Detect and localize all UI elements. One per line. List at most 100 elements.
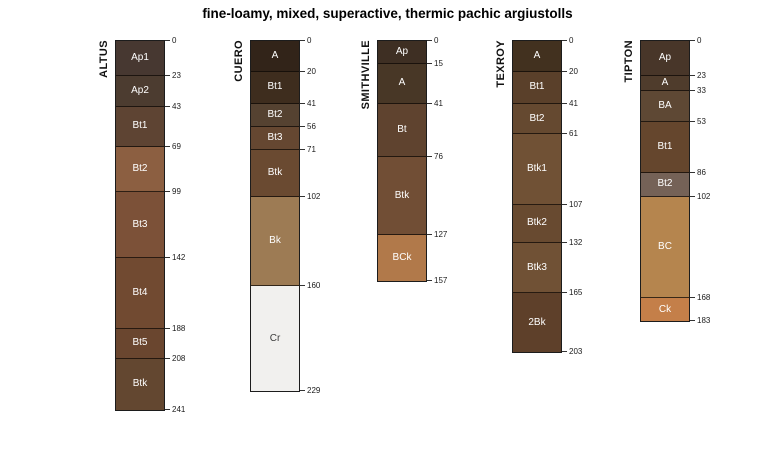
depth-tick-label: 86 [697, 167, 706, 177]
depth-tick [300, 102, 305, 104]
depth-tick [300, 284, 305, 286]
depth-tick [165, 40, 170, 41]
horizon-rect: Btk [116, 359, 164, 410]
horizon-label: Bt2 [132, 163, 148, 174]
depth-tick-label: 165 [569, 288, 583, 298]
depth-tick-label: 0 [569, 36, 574, 45]
horizon-label: A [271, 49, 279, 61]
depth-tick [165, 358, 170, 360]
horizon-label: Btk3 [526, 261, 547, 273]
depth-tick [427, 156, 432, 158]
depth-tick-label: 76 [434, 152, 443, 162]
horizon-label: Bt2 [529, 112, 545, 124]
depth-tick-label: 127 [434, 230, 448, 240]
depth-tick [300, 148, 305, 150]
horizon-label: A [661, 77, 669, 89]
depth-tick-label: 160 [307, 280, 321, 290]
horizon-rect: Btk [378, 157, 426, 236]
horizon-label: Cr [269, 332, 281, 344]
depth-tick-label: 41 [307, 98, 316, 108]
depth-tick [165, 257, 170, 259]
horizon-label: Bt1 [657, 140, 673, 152]
horizon-rect: Bt [378, 103, 426, 158]
depth-tick [300, 390, 305, 392]
depth-tick-label: 56 [307, 121, 316, 131]
horizon-rect: Btk [251, 149, 299, 198]
depth-tick-label: 0 [434, 36, 439, 45]
horizon-label: Bt4 [132, 286, 148, 298]
horizon-rect: A [378, 63, 426, 104]
depth-tick [427, 102, 432, 104]
horizon-rect: Ap2 [116, 76, 164, 107]
depth-tick-label: 188 [172, 323, 186, 333]
depth-tick [427, 280, 432, 282]
depth-tick-label: 71 [307, 144, 316, 154]
depth-tick [562, 133, 567, 135]
depth-tick [300, 70, 305, 72]
depth-tick-label: 142 [172, 253, 186, 263]
horizon-rect: Bt2 [513, 103, 561, 135]
depth-tick [562, 241, 567, 243]
soil-profile-column: A Bt1 Bt2 Bt3 Btk Bk Cr [250, 40, 300, 393]
horizon-label: Bt2 [657, 178, 673, 190]
depth-tick-label: 41 [569, 98, 578, 108]
horizon-label: Bt3 [132, 218, 148, 230]
horizon-rect: Btk1 [513, 134, 561, 205]
horizon-label: Btk2 [526, 217, 547, 229]
depth-tick [562, 203, 567, 205]
horizon-label: Bt2 [267, 108, 283, 120]
depth-tick-label: 157 [434, 276, 448, 286]
depth-tick-label: 23 [172, 71, 181, 81]
depth-tick-label: 53 [697, 117, 706, 127]
depth-tick [690, 90, 695, 92]
horizon-rect: Bt5 [116, 328, 164, 360]
depth-tick [690, 171, 695, 173]
horizon-rect: Ap1 [116, 41, 164, 77]
horizon-rect: Bt2 [116, 146, 164, 193]
depth-tick-label: 99 [172, 187, 181, 197]
depth-tick [165, 327, 170, 329]
depth-tick [165, 145, 170, 147]
horizon-rect: Bt4 [116, 258, 164, 329]
horizon-label: Ap2 [131, 84, 149, 96]
depth-tick-label: 0 [697, 36, 702, 45]
horizon-label: Ap [658, 52, 672, 64]
depth-tick-label: 102 [307, 192, 321, 202]
profile-name-label: ALTUS [98, 40, 110, 78]
profile-name-label: TIPTON [623, 40, 635, 83]
depth-tick-label: 203 [569, 346, 583, 356]
depth-tick-label: 241 [172, 404, 186, 414]
horizon-rect: Bt3 [251, 126, 299, 150]
horizon-rect: Bk [251, 197, 299, 286]
profile-name-label: SMITHVILLE [360, 40, 372, 110]
horizon-label: Bt1 [132, 120, 148, 132]
horizon-rect: Cr [251, 285, 299, 392]
depth-tick-label: 20 [307, 66, 316, 76]
depth-tick [165, 75, 170, 77]
depth-tick [562, 70, 567, 72]
soil-profile-column: Ap1 Ap2 Bt1 Bt2 Bt3 Bt4 Bt5 Btk [115, 40, 165, 411]
chart-title: fine-loamy, mixed, superactive, thermic … [202, 6, 573, 21]
depth-tick [562, 40, 567, 41]
depth-tick [300, 125, 305, 127]
depth-tick [300, 40, 305, 41]
horizon-label: Bt1 [267, 81, 283, 93]
depth-tick-label: 229 [307, 386, 321, 396]
depth-tick-label: 33 [697, 86, 706, 96]
horizon-label: 2Bk [528, 316, 546, 328]
depth-tick-label: 23 [697, 71, 706, 81]
depth-tick [690, 319, 695, 321]
horizon-label: Bt3 [267, 131, 283, 143]
depth-tick-label: 15 [434, 58, 443, 68]
depth-tick-label: 183 [697, 315, 711, 325]
horizon-rect: A [641, 76, 689, 92]
depth-tick-label: 69 [172, 141, 181, 151]
soil-profile-column: Ap A BA Bt1 Bt2 BC Ck [640, 40, 690, 322]
depth-tick [165, 105, 170, 107]
depth-tick [427, 62, 432, 64]
horizon-rect: A [251, 41, 299, 72]
horizon-rect: Bt1 [251, 71, 299, 104]
depth-tick-label: 41 [434, 98, 443, 108]
depth-tick-label: 132 [569, 237, 583, 247]
depth-tick-label: 168 [697, 293, 711, 303]
